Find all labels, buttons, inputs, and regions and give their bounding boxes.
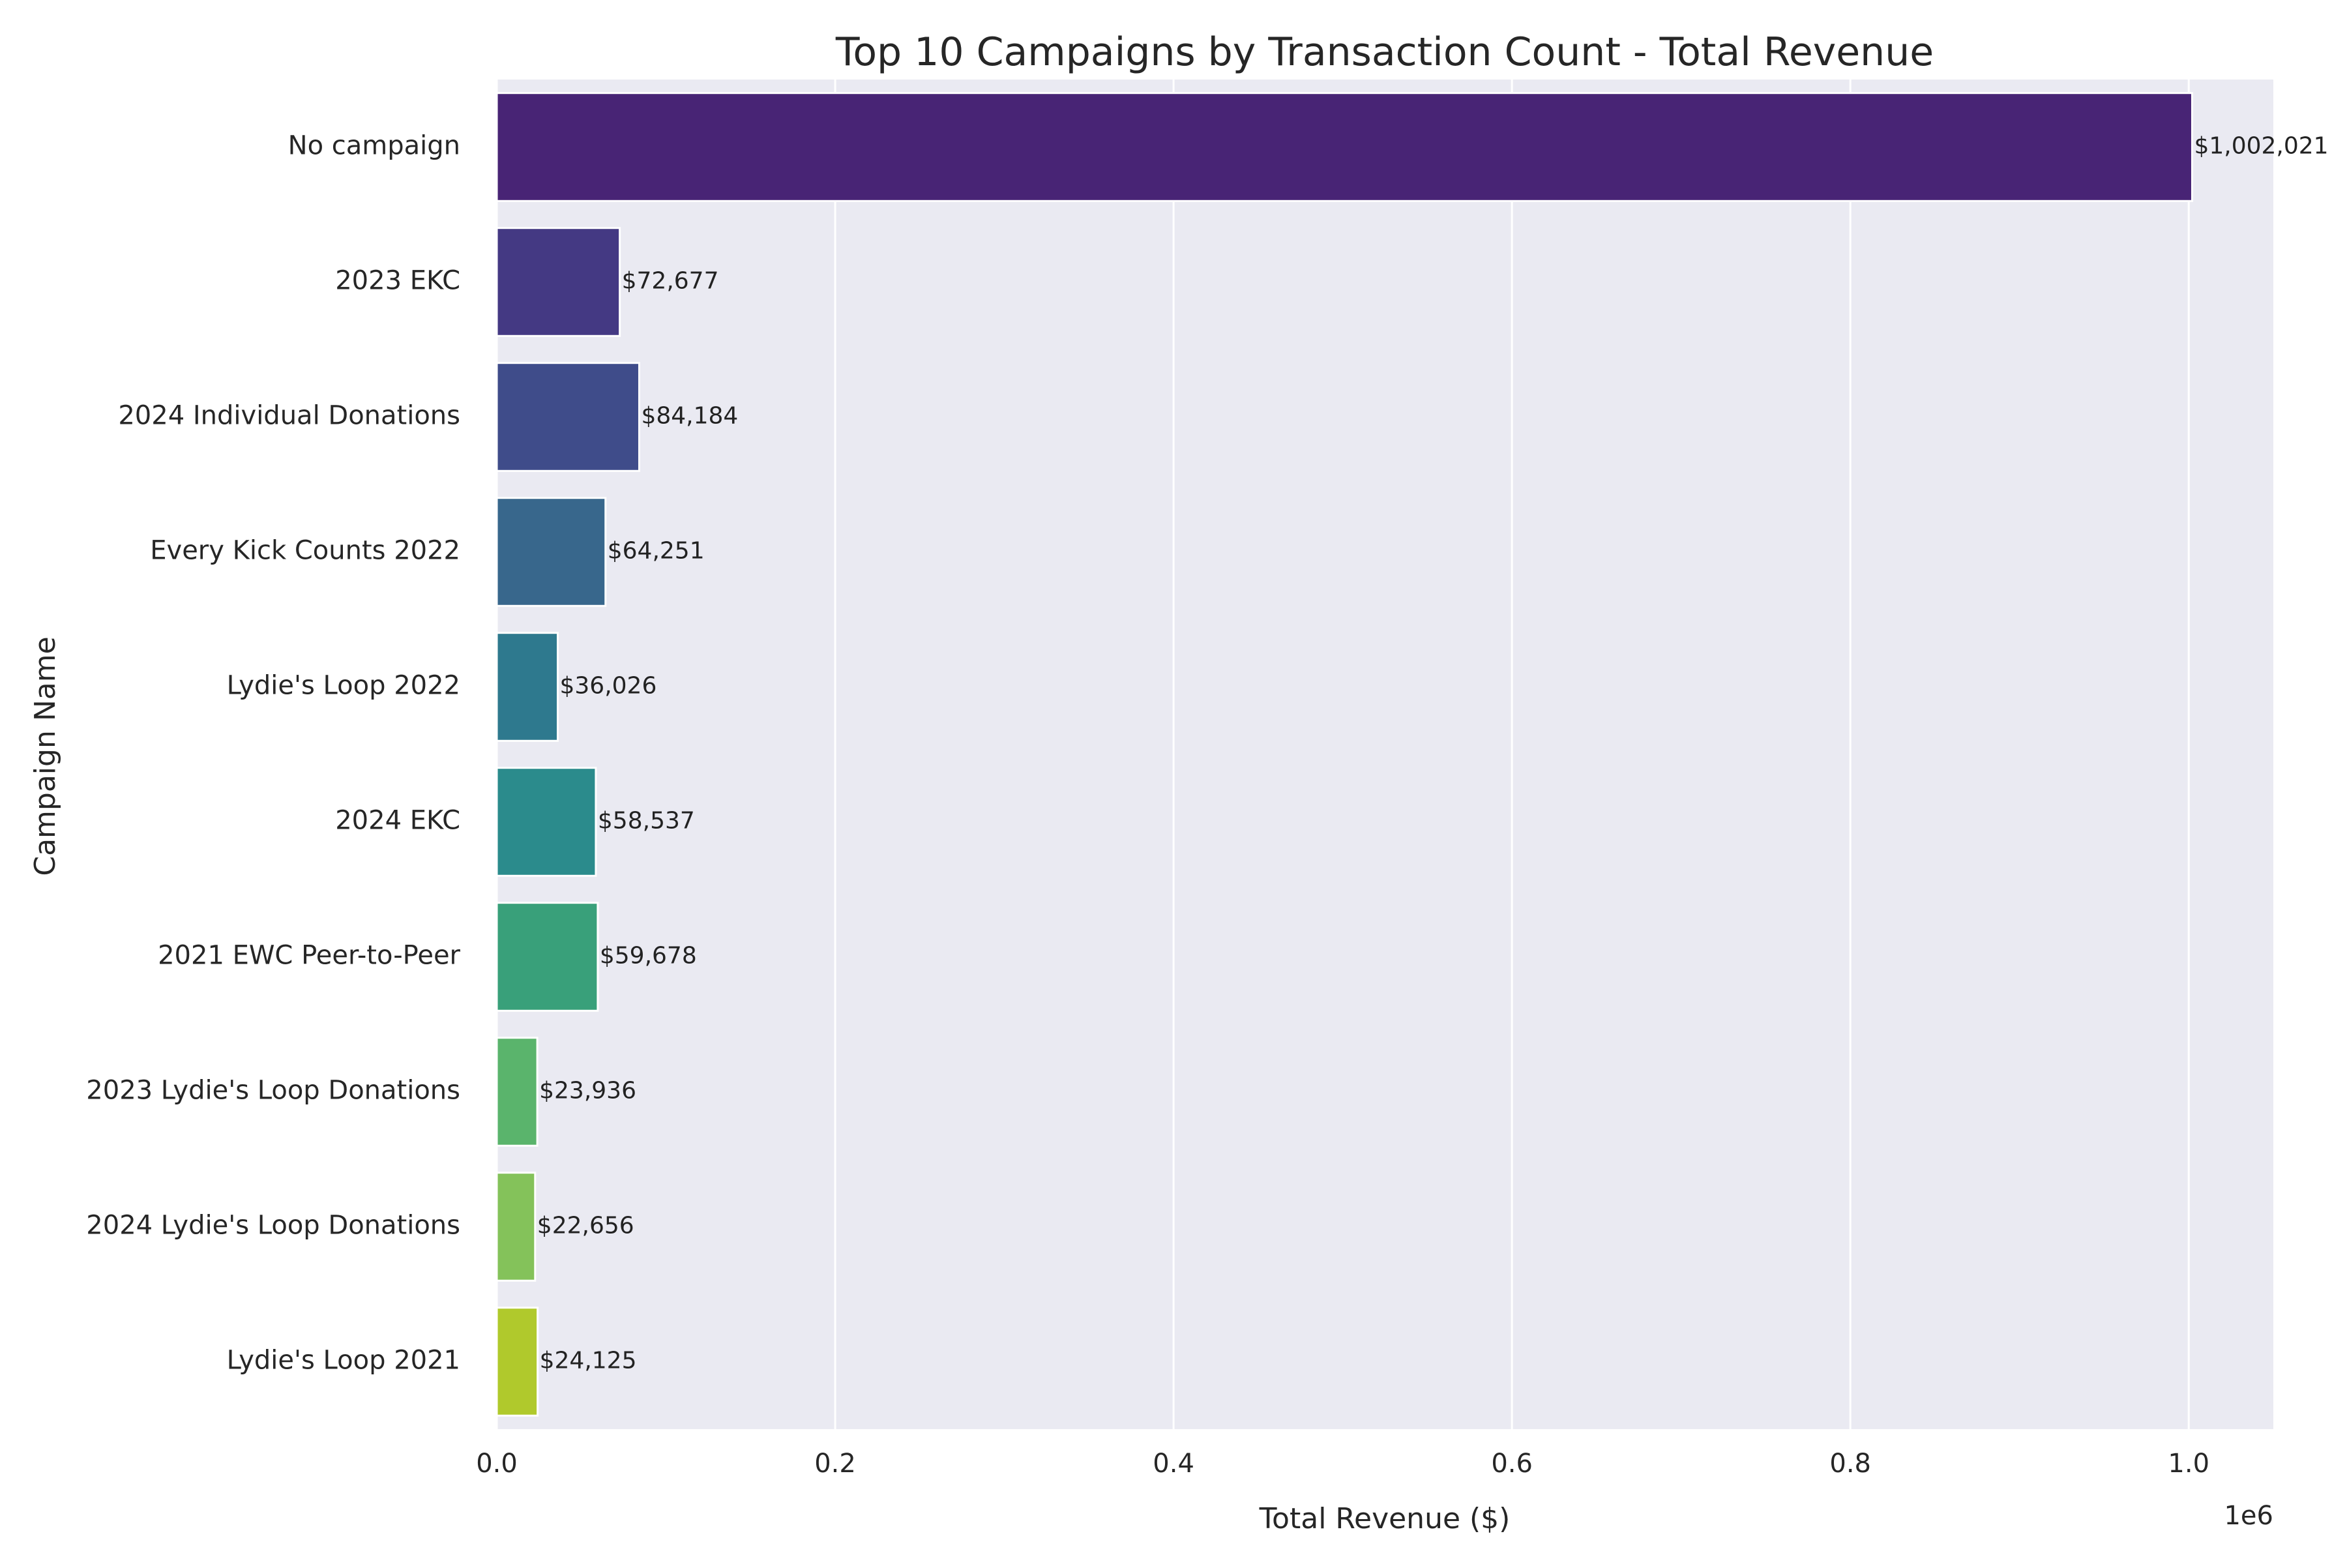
y-tick-labels: No campaign 2023 EKC 2024 Individual Donat…: [86, 131, 460, 1376]
y-tick-label: No campaign: [288, 131, 460, 161]
bar: [495, 767, 597, 877]
y-tick-label: Lydie's Loop 2021: [227, 1346, 460, 1376]
x-tick-label: 0.8: [1829, 1449, 1871, 1479]
bar-value-label: $59,678: [600, 943, 697, 969]
bar-value-label: $36,026: [559, 673, 657, 700]
x-tick-label: 0.6: [1491, 1449, 1533, 1479]
x-tick-labels: 0.0 0.2 0.4 0.6 0.8 1.0: [476, 1449, 2209, 1479]
chart-title: Top 10 Campaigns by Transaction Count - …: [835, 29, 1934, 75]
bar: [495, 92, 2193, 202]
x-axis-label: Total Revenue ($): [1259, 1502, 1511, 1535]
y-tick-label: 2024 Individual Donations: [118, 401, 460, 431]
y-tick-label: 2023 Lydie's Loop Donations: [86, 1076, 460, 1106]
bar-value-label: $72,677: [622, 268, 719, 295]
bar-value-label: $84,184: [641, 403, 738, 430]
y-tick-label: Lydie's Loop 2022: [227, 671, 460, 701]
bar: [495, 227, 621, 337]
x-tick-label: 0.0: [476, 1449, 518, 1479]
y-tick-label: 2024 Lydie's Loop Donations: [86, 1211, 460, 1241]
bar: [495, 902, 599, 1012]
y-tick-label: 2023 EKC: [335, 266, 460, 296]
bar-value-label: $58,537: [598, 808, 695, 835]
x-tick-label: 0.4: [1153, 1449, 1194, 1479]
y-tick-label: Every Kick Counts 2022: [150, 536, 460, 566]
y-axis-label: Campaign Name: [29, 636, 62, 876]
x-tick-label: 1.0: [2168, 1449, 2209, 1479]
data-labels: $1,002,021 $72,677 $84,184 $64,251 $36,026 $5…: [537, 133, 2329, 1374]
plot-background: [497, 80, 2273, 1429]
x-tick-label: 0.2: [814, 1449, 856, 1479]
y-tick-label: 2024 EKC: [335, 806, 460, 836]
bar-value-label: $23,936: [539, 1078, 636, 1104]
bar: [495, 1307, 539, 1417]
bar: [495, 1037, 539, 1147]
bar: [495, 1172, 537, 1282]
bar-value-label: $24,125: [540, 1348, 637, 1374]
bar-value-label: $22,656: [537, 1213, 634, 1239]
bar: [495, 362, 640, 472]
bar-value-label: $64,251: [608, 538, 705, 565]
bar: [495, 497, 607, 607]
bars: [495, 92, 2193, 1417]
y-tick-label: 2021 EWC Peer-to-Peer: [158, 941, 460, 971]
bar-value-label: $1,002,021: [2194, 133, 2328, 160]
x-axis-offset-label: 1e6: [2224, 1501, 2273, 1531]
bar: [495, 632, 559, 742]
